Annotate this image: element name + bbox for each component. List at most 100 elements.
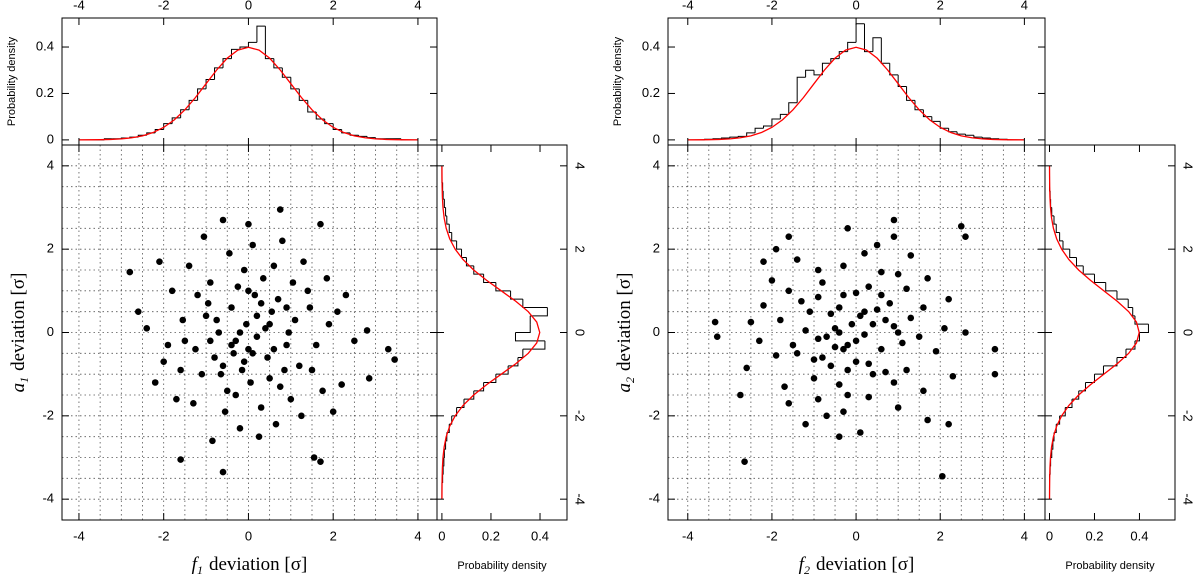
histogram-step bbox=[889, 63, 899, 76]
data-point bbox=[234, 283, 242, 290]
histogram-step bbox=[188, 99, 198, 110]
data-point bbox=[920, 304, 927, 311]
histogram-step bbox=[222, 58, 232, 68]
data-point bbox=[245, 220, 252, 228]
histogram-step bbox=[510, 290, 523, 300]
data-point bbox=[272, 420, 280, 428]
data-point bbox=[873, 241, 881, 249]
data-point bbox=[219, 216, 227, 224]
data-point bbox=[760, 258, 767, 265]
xlabel-subscript: 1 bbox=[197, 563, 203, 577]
data-point bbox=[283, 341, 290, 349]
data-point bbox=[219, 468, 227, 476]
data-point bbox=[798, 297, 805, 305]
data-point bbox=[827, 310, 835, 318]
data-point bbox=[806, 308, 814, 315]
histogram-step bbox=[847, 41, 857, 52]
data-point bbox=[243, 320, 250, 328]
y-tick-label: -4 bbox=[573, 493, 588, 505]
x-axis-label: Probability density bbox=[457, 560, 547, 572]
data-point bbox=[869, 370, 877, 378]
data-point bbox=[253, 333, 261, 340]
xlabel-symbol: f bbox=[799, 554, 807, 575]
y-tick-label: -2 bbox=[648, 407, 660, 422]
ylabel-text: deviation [σ] bbox=[8, 273, 29, 371]
data-point bbox=[279, 237, 286, 245]
y-tick-label: 0 bbox=[47, 324, 54, 339]
x-tick-label: 4 bbox=[1021, 0, 1028, 12]
histogram-step bbox=[821, 62, 831, 75]
xlabel-text: deviation [σ] bbox=[816, 554, 914, 575]
data-point bbox=[941, 325, 948, 332]
histogram-step bbox=[451, 407, 458, 417]
data-point bbox=[802, 420, 809, 428]
data-point bbox=[262, 325, 269, 332]
data-point bbox=[793, 256, 801, 263]
plot-frame bbox=[61, 144, 438, 521]
histogram-step bbox=[1093, 274, 1106, 283]
gaussian-curve bbox=[1048, 165, 1140, 500]
y-tick-label: 2 bbox=[653, 241, 660, 256]
xlabel-subscript: 2 bbox=[804, 563, 810, 577]
histogram-step bbox=[522, 299, 548, 308]
x-tick-label: 2 bbox=[330, 528, 337, 543]
histogram-step bbox=[779, 113, 789, 119]
histogram-step bbox=[1139, 324, 1149, 333]
y-tick-label: -4 bbox=[42, 491, 54, 506]
ylabel-label: a1 deviation [σ] bbox=[8, 273, 30, 393]
plot-frame bbox=[436, 144, 568, 521]
data-point bbox=[223, 387, 231, 395]
data-point bbox=[844, 341, 851, 349]
x-tick-label: 2 bbox=[937, 528, 944, 543]
x-tick-label: 2 bbox=[330, 0, 337, 12]
data-point bbox=[384, 345, 392, 353]
y-tick-label: 0 bbox=[47, 131, 54, 146]
data-point bbox=[156, 258, 163, 265]
data-point bbox=[713, 333, 721, 340]
data-point bbox=[957, 222, 965, 230]
data-point bbox=[160, 358, 167, 365]
histogram-step bbox=[197, 88, 207, 101]
data-point bbox=[793, 350, 801, 357]
histogram-step bbox=[273, 58, 283, 69]
data-point bbox=[861, 308, 868, 315]
data-point bbox=[238, 366, 246, 374]
histogram-step bbox=[522, 340, 546, 350]
data-point bbox=[865, 393, 873, 401]
histogram-step bbox=[445, 207, 447, 217]
data-point bbox=[991, 370, 999, 378]
histogram-step bbox=[247, 41, 257, 48]
data-point bbox=[240, 266, 248, 274]
data-point bbox=[894, 329, 902, 336]
xlabel-text: deviation [σ] bbox=[209, 554, 307, 575]
data-point bbox=[840, 345, 847, 353]
data-point bbox=[844, 225, 851, 232]
plot-frame bbox=[61, 17, 438, 146]
y-tick-label: 4 bbox=[573, 162, 588, 169]
histogram-step bbox=[495, 282, 511, 292]
histogram-step bbox=[906, 86, 915, 101]
data-point bbox=[185, 262, 193, 270]
data-point bbox=[835, 433, 843, 440]
data-point bbox=[814, 266, 822, 274]
histogram-step bbox=[1134, 315, 1149, 325]
data-point bbox=[264, 354, 271, 361]
histogram-step bbox=[508, 357, 519, 367]
histogram-step bbox=[1059, 232, 1063, 242]
y-tick-label: 4 bbox=[1181, 162, 1196, 169]
data-point bbox=[274, 295, 282, 303]
data-point bbox=[126, 268, 134, 276]
data-point bbox=[215, 329, 223, 336]
x-tick-label: 0.2 bbox=[1085, 528, 1103, 543]
data-point bbox=[308, 366, 316, 374]
histogram-step bbox=[746, 132, 756, 137]
histogram-step bbox=[1055, 224, 1060, 233]
data-point bbox=[338, 381, 345, 388]
data-point bbox=[852, 289, 860, 297]
data-point bbox=[391, 356, 398, 363]
data-point bbox=[882, 316, 889, 324]
data-point bbox=[819, 354, 826, 361]
histogram-step bbox=[473, 382, 485, 392]
x-tick-label: 0 bbox=[245, 528, 252, 543]
